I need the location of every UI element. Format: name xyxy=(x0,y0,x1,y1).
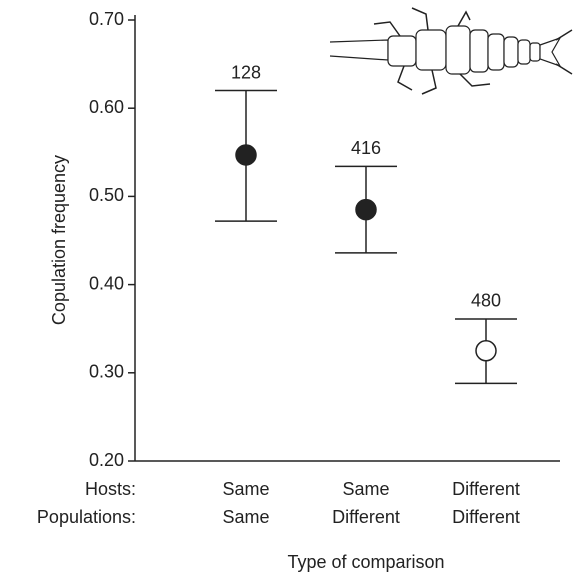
row-label: Hosts: xyxy=(85,479,136,499)
point xyxy=(356,200,376,220)
sample-size-label: 480 xyxy=(471,291,501,311)
x-tick-label: Same xyxy=(222,479,269,499)
y-tick-label: 0.60 xyxy=(89,97,124,117)
x-tick-label: Same xyxy=(222,507,269,527)
y-axis-label: Copulation frequency xyxy=(49,155,69,325)
chart: Copulation frequency Type of comparison … xyxy=(0,0,580,577)
point xyxy=(476,341,496,361)
x-tick-label: Different xyxy=(332,507,400,527)
x-tick-label: Different xyxy=(452,479,520,499)
row-label: Populations: xyxy=(37,507,136,527)
y-tick-label: 0.20 xyxy=(89,450,124,470)
x-axis-label: Type of comparison xyxy=(287,552,444,572)
point xyxy=(236,145,256,165)
insect-illustration xyxy=(330,8,572,94)
x-tick-label: Different xyxy=(452,507,520,527)
y-tick-label: 0.40 xyxy=(89,273,124,293)
y-tick-label: 0.50 xyxy=(89,185,124,205)
y-tick-label: 0.30 xyxy=(89,362,124,382)
y-tick-label: 0.70 xyxy=(89,9,124,29)
x-tick-label: Same xyxy=(342,479,389,499)
sample-size-label: 416 xyxy=(351,138,381,158)
sample-size-label: 128 xyxy=(231,62,261,82)
